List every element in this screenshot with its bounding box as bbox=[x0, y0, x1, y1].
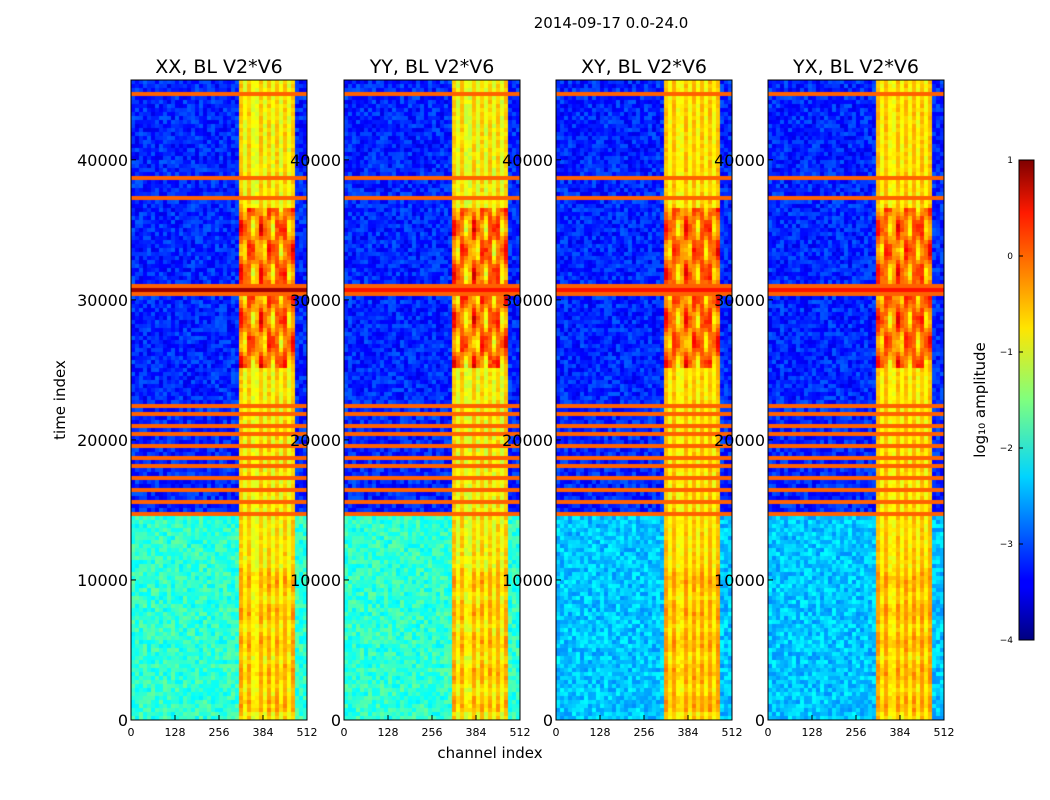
y-tick-label: 0 bbox=[118, 711, 128, 730]
x-tick-label: 512 bbox=[722, 726, 743, 739]
heatmap-yy bbox=[344, 80, 520, 720]
x-tick-label: 128 bbox=[165, 726, 186, 739]
panel-title-xy: XY, BL V2*V6 bbox=[581, 56, 707, 78]
y-tick-label: 30000 bbox=[502, 291, 553, 310]
x-tick-label: 256 bbox=[634, 726, 655, 739]
y-tick-label: 20000 bbox=[77, 431, 128, 450]
heatmap-xy bbox=[556, 80, 732, 720]
colorbar-gradient bbox=[1018, 159, 1035, 641]
x-tick-label: 512 bbox=[510, 726, 531, 739]
colorbar-tick-label: 1 bbox=[1007, 156, 1013, 166]
x-tick-label: 384 bbox=[253, 726, 274, 739]
panel-title-xx: XX, BL V2*V6 bbox=[155, 56, 282, 78]
x-tick-label: 128 bbox=[590, 726, 611, 739]
panel-xy: XY, BL V2*V6 0 10000 20000 30000 40000 0 128 256… bbox=[502, 56, 742, 739]
panel-title-yy: YY, BL V2*V6 bbox=[369, 56, 495, 78]
figure-suptitle: 2014-09-17 0.0-24.0 bbox=[534, 14, 689, 32]
y-tick-label: 10000 bbox=[502, 571, 553, 590]
x-tick-label: 128 bbox=[802, 726, 823, 739]
colorbar-tick-label: 0 bbox=[1007, 252, 1013, 262]
x-tick-label: 384 bbox=[890, 726, 911, 739]
x-tick-label: 384 bbox=[678, 726, 699, 739]
y-tick-label: 40000 bbox=[77, 151, 128, 170]
colorbar-tick-label: −1 bbox=[1000, 348, 1013, 358]
x-tick-label: 0 bbox=[128, 726, 135, 739]
y-tick-label: 30000 bbox=[714, 291, 765, 310]
y-axis-label: time index bbox=[51, 360, 69, 440]
heatmap-xx bbox=[131, 80, 307, 720]
y-tick-label: 40000 bbox=[502, 151, 553, 170]
x-tick-label: 512 bbox=[934, 726, 955, 739]
y-tick-label: 40000 bbox=[290, 151, 341, 170]
colorbar-label: log₁₀ amplitude bbox=[971, 342, 989, 457]
colorbar-tick-label: −4 bbox=[1000, 636, 1014, 646]
x-tick-label: 0 bbox=[553, 726, 560, 739]
x-tick-label: 256 bbox=[422, 726, 443, 739]
panel-xx: XX, BL V2*V6 0 10000 20000 30000 40000 0 128 256… bbox=[77, 56, 317, 739]
x-axis-label: channel index bbox=[437, 744, 542, 762]
y-tick-label: 20000 bbox=[714, 431, 765, 450]
x-tick-label: 256 bbox=[209, 726, 230, 739]
y-tick-label: 20000 bbox=[502, 431, 553, 450]
y-tick-label: 30000 bbox=[290, 291, 341, 310]
x-tick-label: 512 bbox=[297, 726, 318, 739]
colorbar-ticks: 1 0 −1 −2 −3 −4 bbox=[1000, 156, 1023, 646]
y-tick-label: 10000 bbox=[290, 571, 341, 590]
y-tick-label: 20000 bbox=[290, 431, 341, 450]
x-tick-label: 0 bbox=[341, 726, 348, 739]
y-tick-label: 10000 bbox=[714, 571, 765, 590]
y-tick-label: 40000 bbox=[714, 151, 765, 170]
x-tick-label: 128 bbox=[378, 726, 399, 739]
panel-yx: YX, BL V2*V6 0 10000 20000 30000 40000 0 128 256… bbox=[714, 56, 954, 739]
x-tick-label: 384 bbox=[466, 726, 487, 739]
colorbar: 1 0 −1 −2 −3 −4 log₁₀ amplitude bbox=[971, 156, 1035, 646]
colorbar-tick-label: −2 bbox=[1000, 444, 1013, 454]
panel-title-yx: YX, BL V2*V6 bbox=[792, 56, 919, 78]
heatmap-panels: XX, BL V2*V6 0 10000 20000 30000 40000 0 128 256… bbox=[77, 56, 954, 739]
x-tick-label: 0 bbox=[765, 726, 772, 739]
y-tick-label: 0 bbox=[543, 711, 553, 730]
x-tick-label: 256 bbox=[846, 726, 867, 739]
colorbar-tick-label: −3 bbox=[1000, 540, 1013, 550]
heatmap-yx bbox=[768, 80, 944, 720]
panel-yy: YY, BL V2*V6 0 10000 20000 30000 40000 0 128 256… bbox=[290, 56, 530, 739]
y-tick-label: 10000 bbox=[77, 571, 128, 590]
y-tick-label: 30000 bbox=[77, 291, 128, 310]
y-tick-label: 0 bbox=[755, 711, 765, 730]
y-tick-label: 0 bbox=[331, 711, 341, 730]
